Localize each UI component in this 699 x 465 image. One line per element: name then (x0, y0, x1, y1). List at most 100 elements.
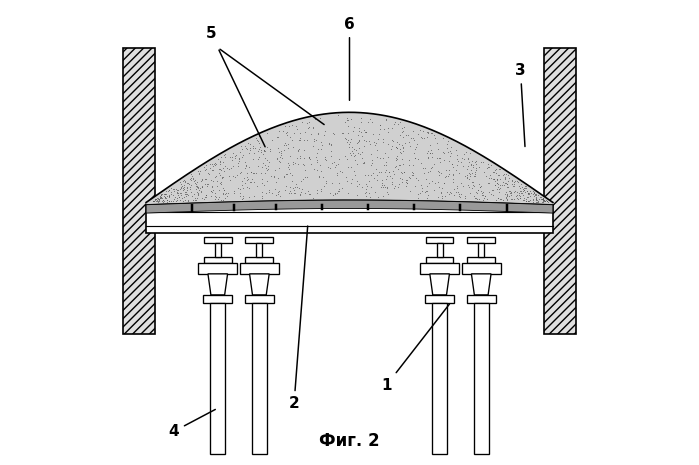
Point (422, 154, 433, 162)
Point (245, 178, 256, 186)
Point (159, 197, 170, 205)
Point (277, 154, 288, 162)
Point (259, 181, 270, 189)
Point (324, 139, 335, 146)
Point (459, 150, 470, 158)
Point (321, 178, 332, 185)
Point (188, 177, 199, 185)
Point (319, 182, 330, 189)
Point (360, 172, 371, 179)
Point (287, 121, 298, 129)
Point (275, 153, 286, 161)
Point (463, 158, 474, 166)
Point (288, 184, 299, 191)
Point (421, 187, 433, 195)
Point (494, 181, 505, 188)
Point (467, 161, 478, 169)
Point (258, 146, 269, 153)
Point (521, 193, 533, 200)
Point (181, 189, 192, 196)
Point (349, 151, 360, 159)
Point (171, 186, 182, 194)
Point (217, 173, 229, 180)
Point (462, 181, 473, 188)
Point (477, 196, 488, 203)
Point (212, 182, 223, 190)
Point (185, 176, 196, 183)
Point (273, 149, 284, 156)
Point (308, 137, 319, 145)
Point (192, 189, 203, 196)
Point (199, 166, 210, 173)
Point (175, 178, 186, 186)
Point (440, 193, 451, 200)
Point (338, 130, 349, 137)
Point (219, 190, 231, 198)
Point (512, 188, 523, 196)
Point (405, 187, 416, 194)
Bar (204, 237, 231, 243)
Point (396, 179, 408, 186)
Point (233, 184, 244, 192)
Point (226, 156, 238, 163)
Point (515, 187, 526, 194)
Point (488, 175, 499, 182)
Point (151, 196, 162, 204)
Point (341, 139, 352, 146)
Point (409, 145, 420, 152)
Point (333, 187, 345, 194)
Point (466, 160, 477, 168)
Point (410, 143, 421, 151)
Point (517, 186, 528, 193)
Point (182, 179, 194, 186)
Point (266, 136, 278, 143)
Point (401, 177, 412, 184)
Point (241, 145, 252, 153)
Point (424, 168, 435, 175)
Point (445, 149, 456, 156)
Point (401, 179, 412, 186)
Point (528, 192, 540, 199)
Point (248, 179, 259, 186)
Point (372, 177, 383, 184)
Point (519, 186, 530, 194)
Point (514, 194, 526, 202)
Point (210, 172, 222, 179)
Point (308, 124, 319, 132)
Point (523, 189, 534, 196)
Point (253, 163, 264, 170)
Point (273, 190, 284, 197)
Point (147, 198, 158, 205)
Point (345, 115, 356, 122)
Point (254, 143, 266, 151)
Point (268, 173, 280, 181)
Point (438, 179, 449, 187)
Point (345, 179, 356, 187)
Point (287, 160, 298, 168)
Point (539, 196, 550, 204)
Point (240, 162, 251, 169)
Point (192, 191, 203, 199)
Point (193, 186, 204, 193)
Point (408, 149, 419, 157)
Point (409, 136, 420, 144)
Point (385, 146, 396, 153)
Point (234, 185, 245, 193)
Point (180, 178, 191, 186)
Point (168, 187, 180, 194)
Point (389, 120, 400, 127)
Point (199, 193, 210, 201)
Point (381, 185, 392, 192)
Point (272, 174, 283, 181)
Point (412, 190, 424, 198)
Point (494, 176, 505, 183)
Point (395, 161, 406, 168)
Point (383, 169, 394, 176)
Bar (210, 303, 225, 454)
Point (434, 171, 445, 179)
Point (178, 183, 189, 191)
Point (248, 169, 259, 177)
Point (432, 146, 443, 153)
Point (333, 112, 344, 119)
Point (252, 137, 264, 145)
